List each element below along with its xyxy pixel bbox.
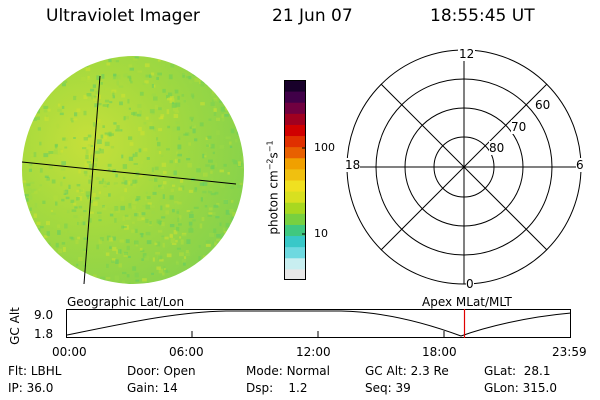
colorbar-cell xyxy=(284,146,306,159)
timeline-ytick-9: 9.0 xyxy=(34,308,54,322)
polar-label-0: 0 xyxy=(466,277,474,291)
polar-lat-80: 80 xyxy=(489,141,505,155)
timeline-ytick-1-8: 1.8 xyxy=(34,327,54,341)
colorbar-cell xyxy=(284,180,306,192)
colorbar-cell xyxy=(284,102,306,114)
colorbar-cell xyxy=(284,235,306,248)
colorbar-cell xyxy=(284,124,306,137)
colorbar-cell xyxy=(284,257,306,270)
polar-plot xyxy=(346,49,582,285)
polar-lat-60: 60 xyxy=(535,98,551,112)
colorbar-tick-100: 100 xyxy=(314,141,335,154)
timeline-xtick-0600: 06:00 xyxy=(169,345,204,359)
status-seq: Seq: 39 xyxy=(365,381,411,395)
colorbar-cell xyxy=(284,80,306,92)
status-mode: Mode: Normal xyxy=(246,364,330,378)
status-filter: Flt: LBHL xyxy=(8,364,62,378)
colorbar-cell xyxy=(284,135,306,148)
colorbar-cell xyxy=(284,157,306,170)
instrument-title: Ultraviolet Imager xyxy=(46,6,200,26)
colorbar-cell xyxy=(284,268,306,280)
earth-disk xyxy=(22,56,244,284)
polar-label-12: 12 xyxy=(458,47,476,61)
altitude-timeline xyxy=(66,309,572,338)
polar-label-6: 6 xyxy=(576,158,584,172)
meridian-line xyxy=(83,75,101,285)
parallel-line xyxy=(21,161,237,185)
timeline-xtick-1200: 12:00 xyxy=(296,345,331,359)
polar-lat-70: 70 xyxy=(511,120,527,134)
timeline-xtick-0000: 00:00 xyxy=(52,345,87,359)
colorbar-unit-label: photon cm−2s−1 xyxy=(265,140,281,235)
colorbar-cell xyxy=(284,91,306,103)
altitude-curve xyxy=(66,310,572,337)
colorbar-cell xyxy=(284,224,306,237)
colorbar xyxy=(284,80,306,280)
uv-earth-image xyxy=(21,56,244,285)
colorbar-cell xyxy=(284,246,306,259)
status-dsp: Dsp: 1.2 xyxy=(246,381,308,395)
timeline-left-title: Geographic Lat/Lon xyxy=(67,295,185,309)
timeline-axis-label: GC Alt xyxy=(7,307,22,345)
status-gain: Gain: 14 xyxy=(127,381,178,395)
status-glon: GLon: 315.0 xyxy=(484,381,557,395)
status-ip: IP: 36.0 xyxy=(8,381,54,395)
colorbar-tick-10: 10 xyxy=(314,227,328,240)
observation-time: 18:55:45 UT xyxy=(430,6,535,26)
timeline-xtick-1800: 18:00 xyxy=(422,345,457,359)
status-door: Door: Open xyxy=(127,364,196,378)
colorbar-cell xyxy=(284,113,306,125)
colorbar-cell xyxy=(284,202,306,214)
status-gc-alt: GC Alt: 2.3 Re xyxy=(365,364,449,378)
colorbar-cell xyxy=(284,168,306,181)
colorbar-cell xyxy=(284,213,306,225)
timeline-right-title: Apex MLat/MLT xyxy=(422,295,512,309)
colorbar-cell xyxy=(284,191,306,203)
polar-label-18: 18 xyxy=(345,158,361,172)
timeline-xtick-2359: 23:59 xyxy=(552,345,587,359)
status-glat: GLat: 28.1 xyxy=(484,364,551,378)
observation-date: 21 Jun 07 xyxy=(272,6,353,26)
